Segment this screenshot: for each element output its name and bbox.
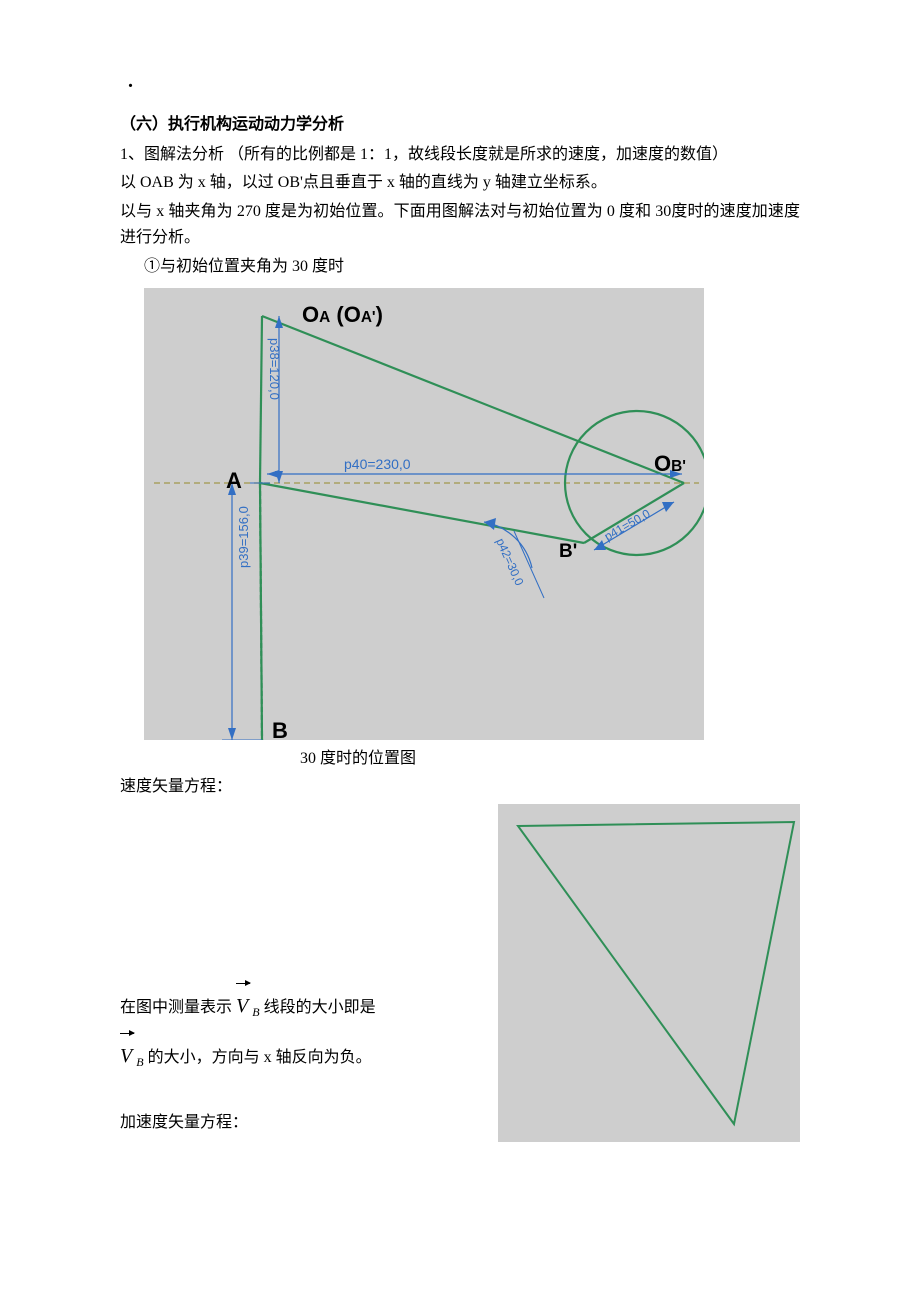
position-diagram-30deg: OA (OA') A B OB' B' p38=120,0 p39=156,0 … xyxy=(144,288,704,740)
paragraph-2: 以 OAB 为 x 轴，以过 OB'点且垂直于 x 轴的直线为 y 轴建立坐标系… xyxy=(120,170,800,196)
page-dot: . xyxy=(128,70,133,93)
velocity-heading: 速度矢量方程： xyxy=(120,772,800,796)
bottom-section: 在图中测量表示 V B 线段的大小即是 V B 的大小，方向与 x 轴反向为负。… xyxy=(120,804,800,1142)
vector-VB-2: V xyxy=(120,1036,132,1076)
vector-VB-1: V xyxy=(236,986,248,1026)
eq1-prefix: 在图中测量表示 xyxy=(120,999,232,1016)
label-OA: O xyxy=(302,302,319,327)
vector-VB-sub-2: B xyxy=(136,1055,143,1069)
label-OA-paren: (O xyxy=(330,302,361,327)
diagram1-caption: 30 度时的位置图 xyxy=(300,744,800,768)
measure-p38: p38=120,0 xyxy=(267,338,282,400)
paragraph-3: 以与 x 轴夹角为 270 度是为初始位置。下面用图解法对与初始位置为 0 度和… xyxy=(120,199,800,252)
label-A: A xyxy=(226,468,242,494)
equation-line-1: 在图中测量表示 V B 线段的大小即是 xyxy=(120,986,468,1026)
label-OA-sub: A xyxy=(319,309,330,326)
measure-p39: p39=156,0 xyxy=(236,506,251,568)
label-Bprime: B' xyxy=(559,541,577,563)
label-OB: O xyxy=(654,451,671,476)
velocity-vector-diagram xyxy=(498,804,800,1142)
label-B: B xyxy=(272,718,288,744)
eq2-suffix: 的大小，方向与 x 轴反向为负。 xyxy=(148,1049,372,1066)
equation-line-2: V B 的大小，方向与 x 轴反向为负。 xyxy=(120,1036,468,1076)
section-title: （六）执行机构运动动力学分析 xyxy=(120,110,800,134)
equation-text-block: 在图中测量表示 V B 线段的大小即是 V B 的大小，方向与 x 轴反向为负。… xyxy=(120,976,468,1142)
measure-p40: p40=230,0 xyxy=(344,456,411,472)
vector-VB-sub-1: B xyxy=(252,1005,259,1019)
acceleration-heading: 加速度矢量方程： xyxy=(120,1108,468,1132)
label-OB-sub: B' xyxy=(671,458,686,475)
paragraph-4: ①与初始位置夹角为 30 度时 xyxy=(120,254,800,280)
label-OA-close: ) xyxy=(376,302,383,327)
eq1-suffix: 线段的大小即是 xyxy=(264,999,376,1016)
label-OA-sub2: A' xyxy=(361,309,376,326)
paragraph-1: 1、图解法分析 （所有的比例都是 1：1，故线段长度就是所求的速度，加速度的数值… xyxy=(120,142,800,168)
